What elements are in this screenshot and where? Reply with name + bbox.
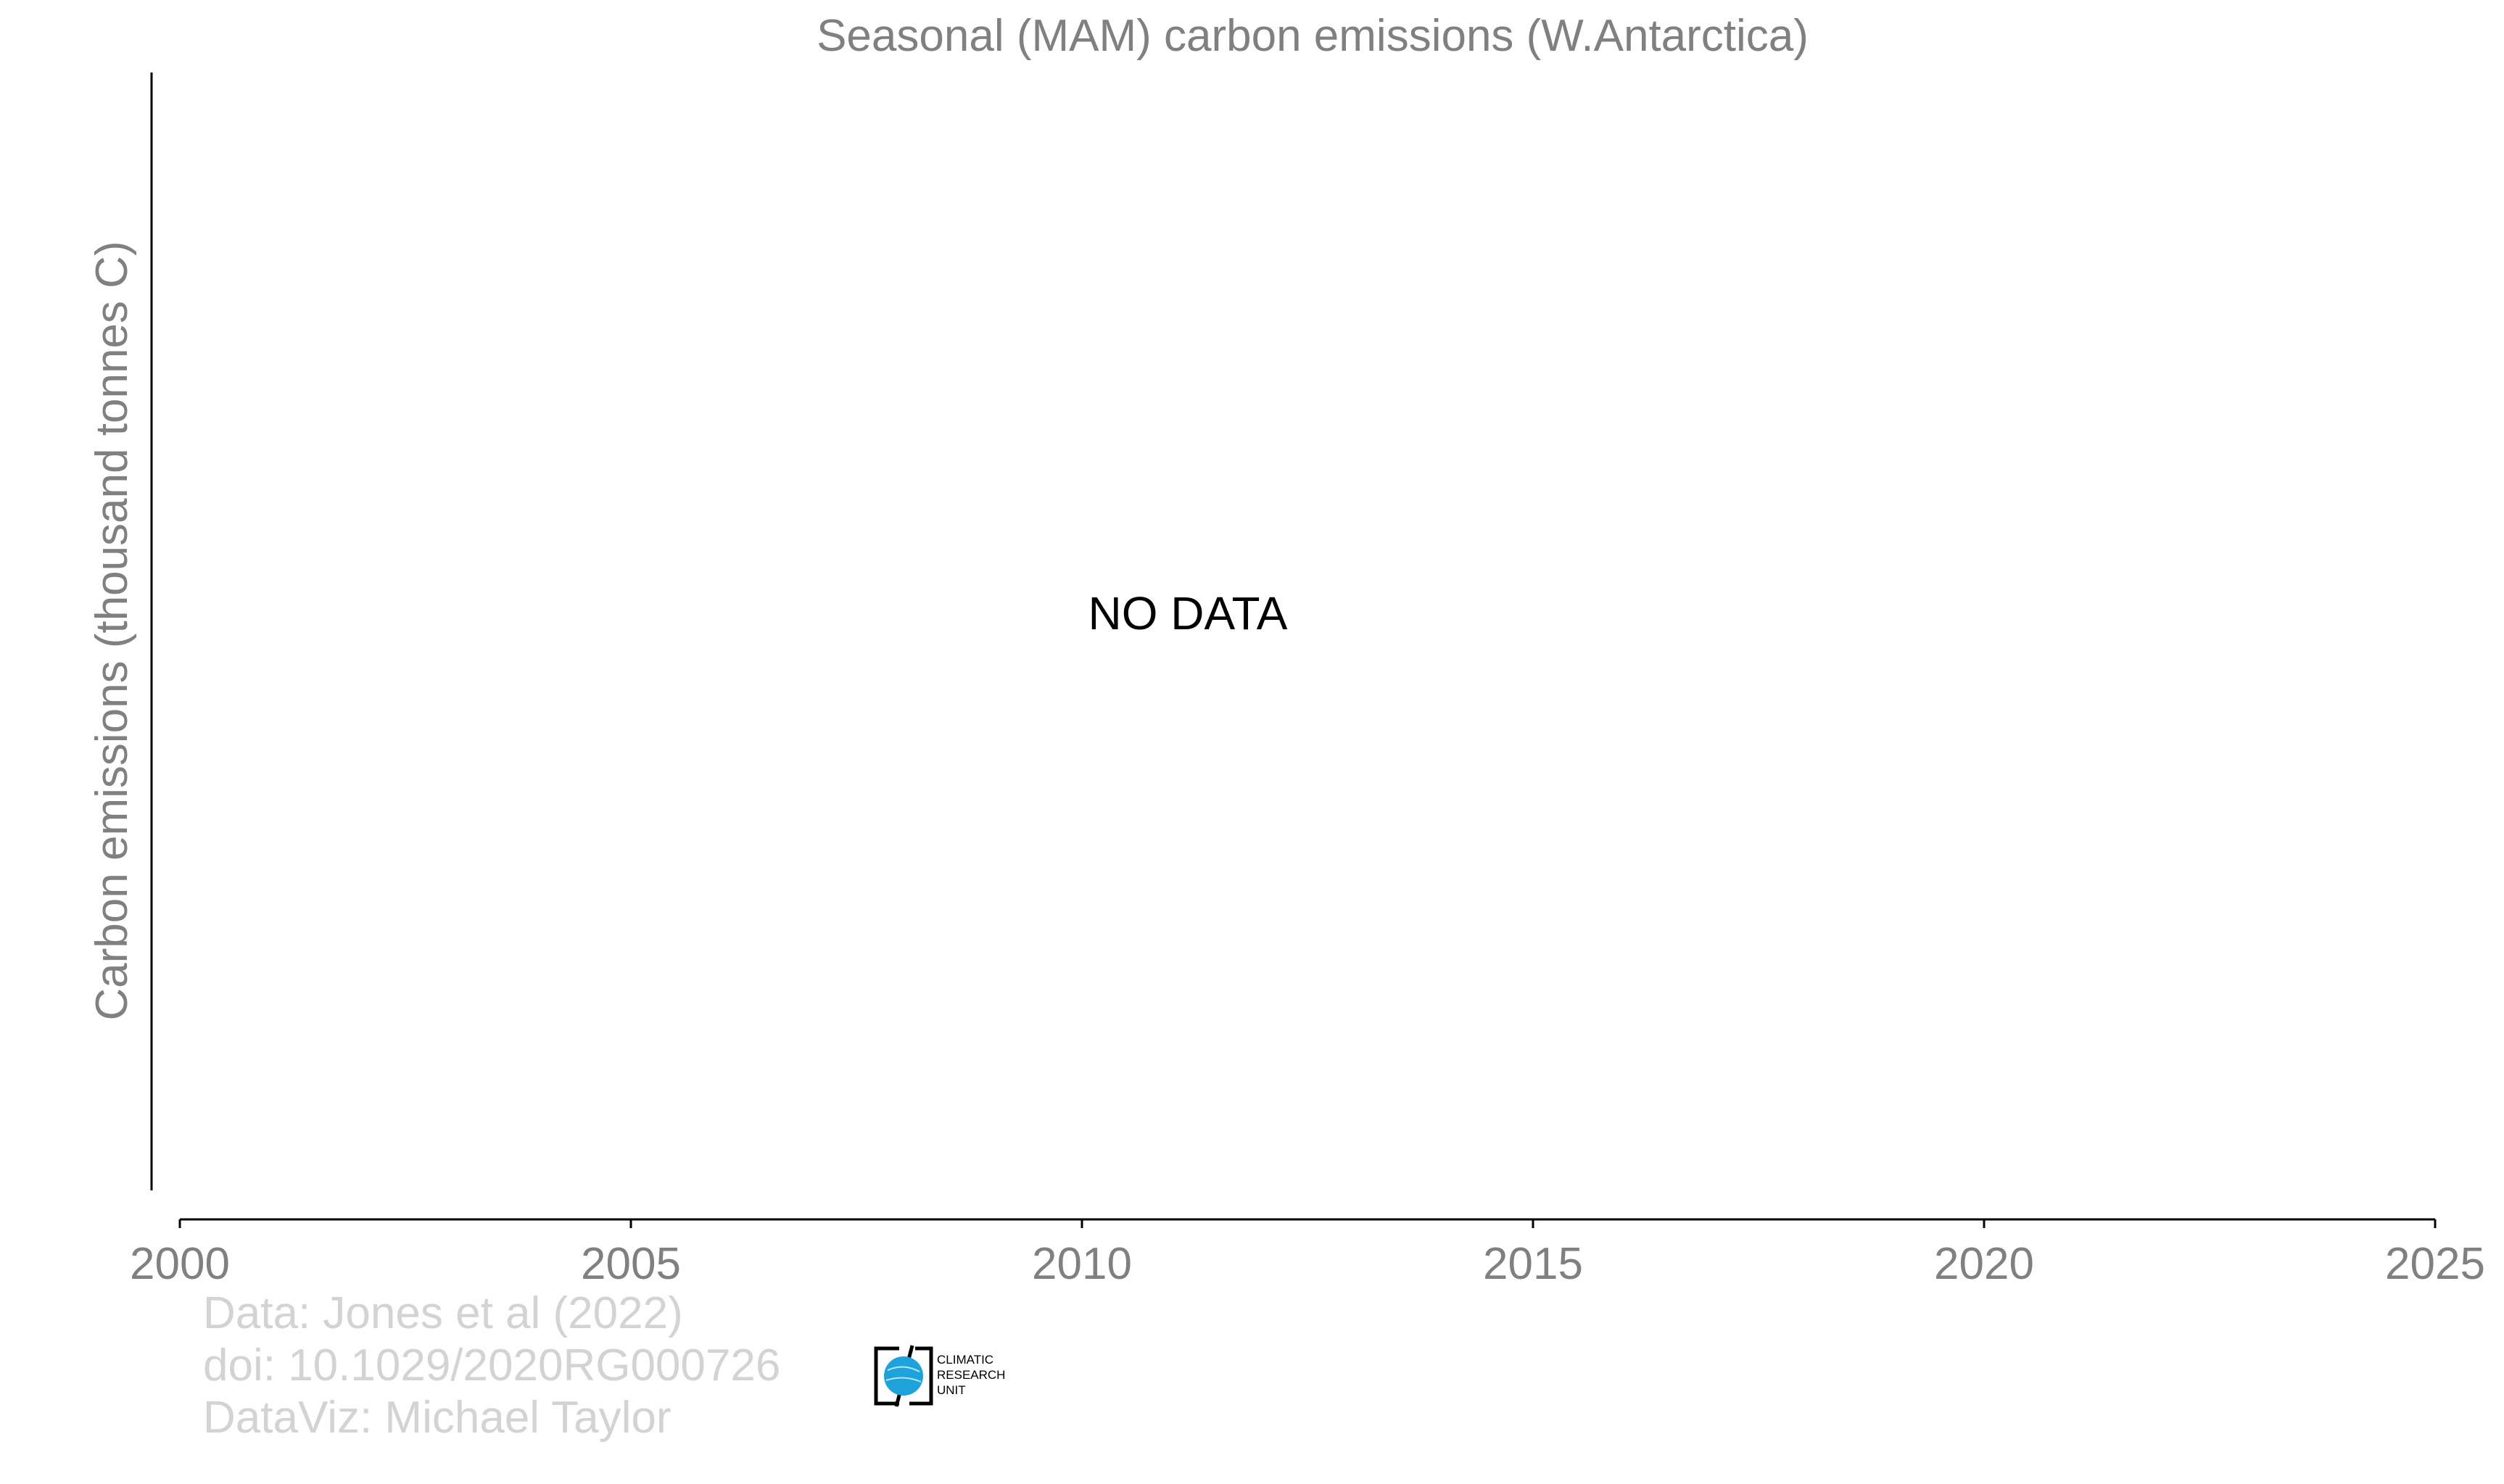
- x-tick-label: 2015: [1483, 1239, 1583, 1289]
- chart-title: Seasonal (MAM) carbon emissions (W.Antar…: [817, 11, 1809, 61]
- logo-frame-right: [909, 1346, 933, 1406]
- x-tick-label: 2010: [1032, 1239, 1132, 1289]
- logo-text-line-2: RESEARCH: [937, 1368, 1005, 1382]
- logo-frame-left: [874, 1346, 899, 1406]
- no-data-annotation: NO DATA: [1088, 587, 1288, 639]
- logo-text-line-3: UNIT: [937, 1383, 966, 1397]
- credit-doi: doi: 10.1029/2020RG000726: [203, 1340, 780, 1390]
- credit-data-source: Data: Jones et al (2022): [203, 1288, 683, 1338]
- x-tick-label: 2020: [1934, 1239, 2034, 1289]
- globe-swirl: [885, 1366, 922, 1383]
- globe-icon: [884, 1356, 923, 1396]
- y-axis-label: Carbon emissions (thousand tonnes C): [87, 241, 137, 1020]
- cru-logo: CLIMATIC RESEARCH UNIT: [874, 1345, 1005, 1407]
- x-ticks: 2000 2005 2010 2015 2020 2025: [130, 1219, 2485, 1289]
- x-tick-label: 2025: [2385, 1239, 2485, 1289]
- x-tick-label: 2005: [581, 1239, 681, 1289]
- logo-text-line-1: CLIMATIC: [937, 1353, 993, 1367]
- x-tick-label: 2000: [130, 1239, 230, 1289]
- credit-dataviz: DataViz: Michael Taylor: [203, 1393, 672, 1443]
